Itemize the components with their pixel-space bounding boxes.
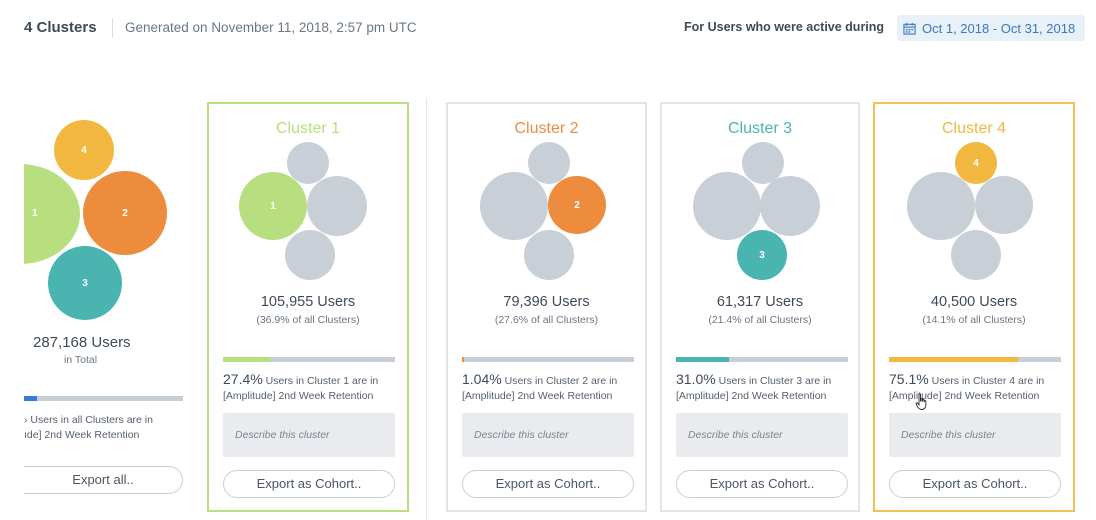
cluster-bubbles: 1 — [209, 140, 407, 290]
bubble-bottom[interactable] — [524, 230, 574, 280]
retention-fill — [676, 357, 730, 362]
retention-text: 75.1% Users in Cluster 4 are in [Amplitu… — [889, 371, 1045, 403]
bubble-active[interactable]: 4 — [955, 142, 997, 184]
total-label: in Total — [64, 354, 98, 366]
retention-text: 1.04% Users in Cluster 2 are in [Amplitu… — [462, 371, 618, 403]
cluster-users: 79,396 Users — [503, 294, 590, 310]
overview-column: 1 4 2 3 287,168 Users in Total › Users i… — [0, 98, 200, 518]
cluster-card-1: Cluster 1 1 105,955 Users (36.9% of all … — [207, 102, 409, 512]
describe-cluster-input[interactable]: Describe this cluster — [223, 413, 395, 457]
cluster-bubbles: 3 — [662, 140, 858, 290]
cluster-title: Cluster 4 — [941, 120, 1007, 137]
retention-value: 1.04% — [462, 371, 502, 387]
export-cohort-button[interactable]: Export as Cohort.. — [889, 470, 1061, 498]
retention-bar — [223, 357, 395, 362]
cluster-users: 40,500 Users — [930, 294, 1018, 310]
cluster-card-3: Cluster 3 3 61,317 Users (21.4% of all C… — [660, 102, 860, 512]
overview-bubble-4[interactable]: 4 — [54, 120, 114, 180]
cluster-title: Cluster 1 — [275, 120, 341, 137]
export-cohort-button[interactable]: Export as Cohort.. — [676, 470, 848, 498]
cluster-users: 61,317 Users — [716, 294, 804, 310]
cluster-percent: (36.9% of all Clusters) — [256, 314, 360, 326]
column-divider — [426, 98, 427, 520]
active-during-label: For Users who were active during — [684, 20, 885, 34]
calendar-icon — [903, 22, 916, 35]
describe-cluster-input[interactable]: Describe this cluster — [676, 413, 848, 457]
cluster-users: 105,955 Users — [260, 294, 356, 310]
page-title: 4 Clusters — [24, 19, 97, 36]
date-range-value: Oct 1, 2018 - Oct 31, 2018 — [922, 20, 1076, 36]
bubble-top[interactable] — [528, 142, 570, 184]
cluster-bubbles: 2 — [448, 140, 645, 290]
cluster-bubbles: 4 — [875, 140, 1073, 290]
header-divider — [112, 18, 113, 38]
bubble-left[interactable] — [693, 172, 761, 240]
bubble-right[interactable] — [975, 176, 1033, 234]
bubble-left[interactable] — [907, 172, 975, 240]
export-all-button[interactable]: Export all.. — [24, 466, 183, 494]
generated-timestamp: Generated on November 11, 2018, 2:57 pm … — [125, 20, 417, 35]
retention-value: 75.1% — [889, 371, 929, 387]
describe-cluster-input[interactable]: Describe this cluster — [889, 413, 1061, 457]
bubble-right[interactable] — [760, 176, 820, 236]
bubble-top[interactable] — [287, 142, 329, 184]
bubble-right[interactable] — [307, 176, 367, 236]
retention-value: 27.4% — [223, 371, 263, 387]
overview-retention-bar — [24, 396, 183, 401]
overview-bubble-3[interactable]: 3 — [48, 246, 122, 320]
cluster-card-4: Cluster 4 4 40,500 Users (14.1% of all C… — [873, 102, 1075, 512]
bubble-active[interactable]: 2 — [548, 176, 606, 234]
hand-cursor-icon — [915, 393, 927, 410]
bubble-active[interactable]: 3 — [737, 230, 787, 280]
overview-retention-text: › Users in all Clusters are in ıde] 2nd … — [24, 414, 153, 441]
bubble-bottom[interactable] — [285, 230, 335, 280]
cluster-percent: (27.6% of all Clusters) — [494, 314, 599, 326]
cluster-card-2: Cluster 2 2 79,396 Users (27.6% of all C… — [446, 102, 647, 512]
retention-bar — [676, 357, 848, 362]
bubble-top[interactable] — [742, 142, 784, 184]
cluster-percent: (14.1% of all Clusters) — [922, 314, 1026, 326]
retention-text: 31.0% Users in Cluster 3 are in [Amplitu… — [676, 371, 832, 403]
bubble-active[interactable]: 1 — [239, 172, 307, 240]
retention-fill — [889, 357, 1019, 362]
cluster-title: Cluster 3 — [727, 120, 793, 137]
date-range-picker[interactable]: Oct 1, 2018 - Oct 31, 2018 — [897, 15, 1085, 41]
retention-value: 31.0% — [676, 371, 716, 387]
retention-bar — [889, 357, 1061, 362]
cluster-title: Cluster 2 — [514, 120, 579, 137]
describe-cluster-input[interactable]: Describe this cluster — [462, 413, 634, 457]
retention-fill — [462, 357, 465, 362]
header: 4 Clusters Generated on November 11, 201… — [0, 0, 1096, 58]
retention-fill — [223, 357, 271, 362]
total-users: 287,168 Users — [33, 334, 131, 351]
overview-bubble-2[interactable]: 2 — [83, 171, 167, 255]
retention-bar — [462, 357, 634, 362]
cluster-percent: (21.4% of all Clusters) — [708, 314, 812, 326]
overview-retention-fill — [24, 396, 37, 401]
export-cohort-button[interactable]: Export as Cohort.. — [223, 470, 395, 498]
export-cohort-button[interactable]: Export as Cohort.. — [462, 470, 634, 498]
retention-text: 27.4% Users in Cluster 1 are in [Amplitu… — [223, 371, 379, 403]
bubble-left[interactable] — [480, 172, 548, 240]
bubble-bottom[interactable] — [951, 230, 1001, 280]
